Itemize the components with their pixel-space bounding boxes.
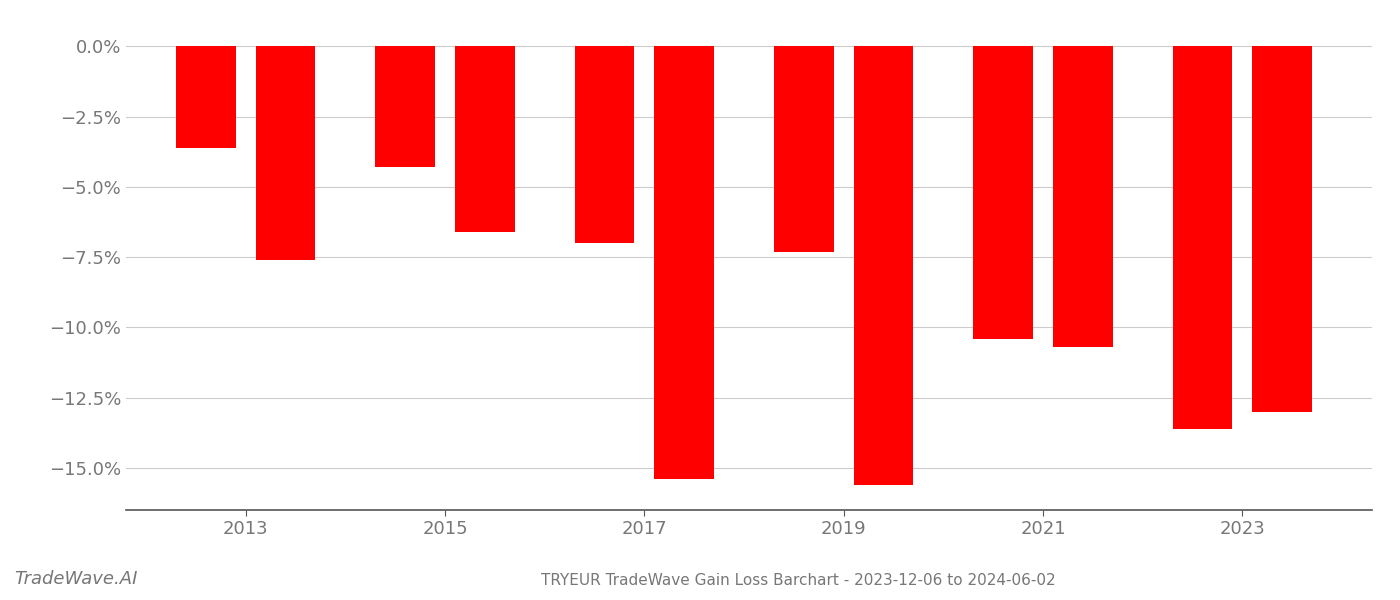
Bar	[1173, 46, 1232, 428]
Bar	[455, 46, 515, 232]
Bar	[1053, 46, 1113, 347]
Bar	[774, 46, 834, 251]
Bar	[654, 46, 714, 479]
Bar	[973, 46, 1033, 338]
Bar	[176, 46, 235, 148]
Text: TradeWave.AI: TradeWave.AI	[14, 570, 137, 588]
Bar	[375, 46, 435, 167]
Bar	[1253, 46, 1312, 412]
Bar	[854, 46, 913, 485]
Bar	[256, 46, 315, 260]
Text: TRYEUR TradeWave Gain Loss Barchart - 2023-12-06 to 2024-06-02: TRYEUR TradeWave Gain Loss Barchart - 20…	[540, 573, 1056, 588]
Bar	[574, 46, 634, 243]
